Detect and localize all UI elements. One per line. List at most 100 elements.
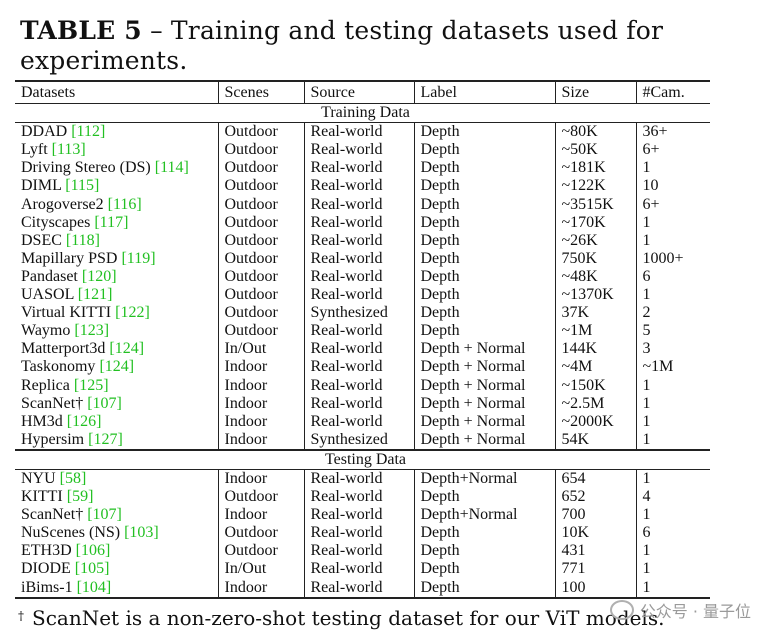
- section-row: Training Data: [15, 103, 710, 124]
- citation-link[interactable]: [120]: [81, 267, 117, 285]
- size-cell: ~150K: [555, 376, 637, 395]
- cameras-cell: 1: [642, 213, 651, 231]
- source-cell: Real-world: [304, 249, 415, 268]
- cameras-cell: 1: [642, 376, 651, 394]
- table-row: DIML [115] Outdoor Real-world Depth ~122K 10: [15, 177, 710, 196]
- label-cell: Depth: [414, 578, 556, 599]
- label-cell: Depth: [414, 304, 556, 323]
- citation-link[interactable]: [117]: [94, 213, 129, 231]
- table-row: DSEC [118] Outdoor Real-world Depth ~26K 1: [15, 231, 710, 250]
- size-cell: 37K: [555, 304, 637, 323]
- header-scenes: Scenes: [218, 80, 305, 105]
- size-cell: ~26K: [555, 231, 637, 250]
- dataset-cell: ETH3D [106]: [15, 542, 219, 561]
- source-cell: Real-world: [304, 469, 415, 489]
- citation-link[interactable]: [106]: [75, 542, 111, 560]
- source-cell: Real-world: [304, 340, 415, 359]
- citation-link[interactable]: [125]: [73, 376, 109, 394]
- cameras-cell: 2: [642, 304, 651, 322]
- size-cell: 10K: [555, 524, 637, 543]
- dataset-name: ETH3D: [21, 542, 72, 560]
- source-cell: Real-world: [304, 122, 415, 142]
- header-label: Label: [414, 80, 556, 105]
- scenes-cell: Indoor: [218, 376, 305, 395]
- citation-link[interactable]: [127]: [88, 430, 123, 448]
- scenes-cell: Outdoor: [218, 267, 305, 287]
- dataset-name: Matterport3d: [21, 340, 106, 358]
- cameras-cell: 6+: [642, 195, 660, 213]
- dataset-cell: ScanNet† [107]: [15, 394, 219, 413]
- dataset-cell: iBims-1 [104]: [15, 578, 219, 599]
- cameras-cell: 1: [642, 394, 651, 412]
- table-row: ScanNet† [107] Indoor Real-world Depth + No…: [15, 394, 710, 413]
- source-cell: Real-world: [304, 177, 415, 196]
- citation-link[interactable]: [107]: [87, 394, 122, 412]
- citation-link[interactable]: [113]: [51, 141, 86, 159]
- table-row: Taskonomy [124] Indoor Real-world Depth + N…: [15, 358, 710, 377]
- citation-link[interactable]: [122]: [115, 304, 150, 322]
- size-cell: 700: [555, 506, 637, 525]
- citation-link[interactable]: [115]: [65, 177, 100, 195]
- citation-link[interactable]: [121]: [77, 286, 113, 304]
- citation-link[interactable]: [59]: [66, 488, 94, 506]
- source-cell: Synthesized: [304, 304, 415, 323]
- dataset-name: KITTI: [21, 488, 63, 506]
- label-cell: Depth: [414, 122, 556, 142]
- citation-link[interactable]: [105]: [74, 560, 110, 578]
- citation-link[interactable]: [116]: [107, 195, 142, 213]
- scenes-cell: Indoor: [218, 469, 305, 489]
- size-cell: 654: [555, 469, 637, 489]
- cameras-cell: 1: [642, 430, 651, 448]
- dataset-cell: NuScenes (NS) [103]: [15, 524, 219, 543]
- source-cell: Real-world: [304, 141, 415, 160]
- watermark-text: 公众号 · 量子位: [639, 602, 751, 621]
- citation-link[interactable]: [123]: [74, 322, 110, 340]
- table-row: KITTI [59] Outdoor Real-world Depth 652 4: [15, 488, 710, 507]
- cameras-cell: 6+: [642, 141, 660, 159]
- citation-link[interactable]: [112]: [71, 123, 106, 141]
- dataset-name: ScanNet†: [21, 394, 84, 412]
- scenes-cell: Outdoor: [218, 488, 305, 507]
- cameras-cell: 1: [642, 506, 651, 524]
- citation-link[interactable]: [126]: [66, 412, 102, 430]
- citation-link[interactable]: [119]: [121, 249, 156, 267]
- size-cell: 54K: [555, 430, 637, 450]
- scenes-cell: Outdoor: [218, 304, 305, 323]
- caption-label: TABLE 5: [20, 16, 142, 45]
- cameras-cell: 1000+: [642, 249, 684, 267]
- scenes-cell: Indoor: [218, 430, 305, 450]
- dataset-name: HM3d: [21, 412, 63, 430]
- source-cell: Real-world: [304, 195, 415, 214]
- cameras-cell: ~1M: [642, 358, 674, 376]
- citation-link[interactable]: [107]: [87, 506, 122, 524]
- citation-link[interactable]: [124]: [99, 358, 135, 376]
- citation-link[interactable]: [58]: [59, 469, 87, 487]
- source-cell: Real-world: [304, 159, 415, 178]
- table-body: Training Data DDAD [112] Outdoor Real-world…: [15, 103, 710, 599]
- dataset-cell: Lyft [113]: [15, 141, 219, 160]
- scenes-cell: Outdoor: [218, 141, 305, 160]
- citation-link[interactable]: [118]: [65, 231, 100, 249]
- cameras-cell: 1: [636, 578, 710, 599]
- size-cell: ~80K: [555, 122, 637, 142]
- dataset-cell: NYU [58]: [15, 469, 219, 489]
- dataset-cell: HM3d [126]: [15, 412, 219, 431]
- dataset-cell: Mapillary PSD [119]: [15, 249, 219, 268]
- cameras-cell: 1: [642, 542, 651, 560]
- citation-link[interactable]: [114]: [154, 159, 189, 177]
- source-cell: Real-world: [304, 412, 415, 431]
- size-cell: ~181K: [555, 159, 637, 178]
- cameras-cell: 1: [642, 469, 651, 487]
- citation-link[interactable]: [104]: [76, 578, 112, 596]
- citation-link[interactable]: [103]: [124, 524, 159, 542]
- cameras-cell: 1: [642, 231, 651, 249]
- table-row: Waymo [123] Outdoor Real-world Depth ~1M 5: [15, 322, 710, 341]
- table-row: Arogoverse2 [116] Outdoor Real-world Depth ~…: [15, 195, 710, 214]
- label-cell: Depth + Normal: [414, 358, 556, 377]
- source-cell: Real-world: [304, 578, 415, 599]
- citation-link[interactable]: [124]: [109, 340, 145, 358]
- dataset-name: UASOL: [21, 286, 74, 304]
- table-row: NYU [58] Indoor Real-world Depth+Normal 654 1: [15, 469, 710, 489]
- size-cell: 431: [555, 542, 637, 561]
- size-cell: ~1M: [555, 322, 637, 341]
